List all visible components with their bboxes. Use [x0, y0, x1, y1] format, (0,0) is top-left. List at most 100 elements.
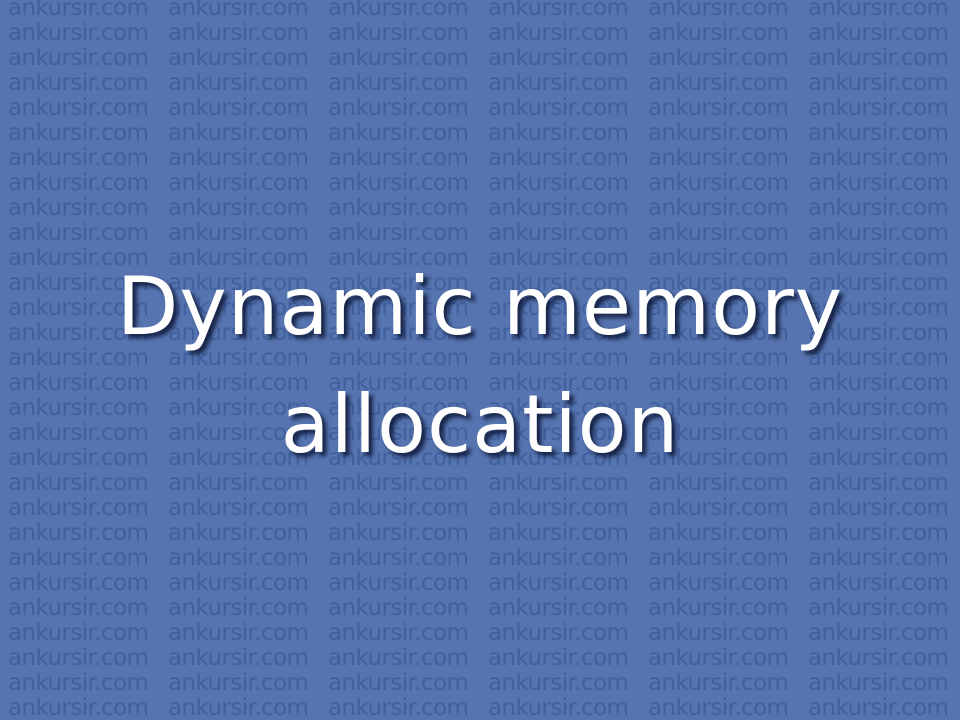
- watermark-text: ankursir.com: [8, 0, 149, 21]
- watermark-text: ankursir.com: [328, 95, 469, 121]
- watermark-text: ankursir.com: [488, 645, 629, 671]
- watermark-text: ankursir.com: [168, 0, 309, 21]
- watermark-text: ankursir.com: [488, 420, 629, 446]
- watermark-text: ankursir.com: [488, 120, 629, 146]
- watermark-text: ankursir.com: [168, 145, 309, 171]
- watermark-text: ankursir.com: [8, 670, 149, 696]
- watermark-text: ankursir.com: [488, 45, 629, 71]
- watermark-text: ankursir.com: [488, 445, 629, 471]
- watermark-text: ankursir.com: [488, 695, 629, 720]
- watermark-text: ankursir.com: [8, 420, 149, 446]
- watermark-text: ankursir.com: [488, 145, 629, 171]
- watermark-text: ankursir.com: [648, 0, 789, 21]
- watermark-text: ankursir.com: [8, 70, 149, 96]
- watermark-text: ankursir.com: [328, 595, 469, 621]
- watermark-text: ankursir.com: [168, 245, 309, 271]
- watermark-text: ankursir.com: [168, 470, 309, 496]
- watermark-text: ankursir.com: [488, 570, 629, 596]
- watermark-text: ankursir.com: [648, 95, 789, 121]
- watermark-text: ankursir.com: [8, 695, 149, 720]
- watermark-text: ankursir.com: [488, 595, 629, 621]
- watermark-text: ankursir.com: [648, 445, 789, 471]
- watermark-text: ankursir.com: [328, 195, 469, 221]
- watermark-text: ankursir.com: [808, 320, 949, 346]
- watermark-text: ankursir.com: [8, 20, 149, 46]
- watermark-text: ankursir.com: [808, 370, 949, 396]
- watermark-text: ankursir.com: [328, 370, 469, 396]
- watermark-text: ankursir.com: [168, 345, 309, 371]
- watermark-text: ankursir.com: [328, 670, 469, 696]
- watermark-text: ankursir.com: [8, 495, 149, 521]
- watermark-text: ankursir.com: [648, 245, 789, 271]
- watermark-text: ankursir.com: [808, 45, 949, 71]
- watermark-text: ankursir.com: [168, 545, 309, 571]
- watermark-text: ankursir.com: [8, 295, 149, 321]
- watermark-text: ankursir.com: [808, 70, 949, 96]
- watermark-text: ankursir.com: [808, 345, 949, 371]
- watermark-text: ankursir.com: [808, 395, 949, 421]
- title-line-2: allocation: [280, 378, 680, 471]
- watermark-text: ankursir.com: [808, 570, 949, 596]
- watermark-text: ankursir.com: [488, 545, 629, 571]
- watermark-text: ankursir.com: [648, 20, 789, 46]
- watermark-text: ankursir.com: [168, 270, 309, 296]
- watermark-text: ankursir.com: [328, 520, 469, 546]
- watermark-text: ankursir.com: [488, 295, 629, 321]
- watermark-text: ankursir.com: [648, 520, 789, 546]
- watermark-text: ankursir.com: [168, 520, 309, 546]
- watermark-text: ankursir.com: [328, 620, 469, 646]
- watermark-text: ankursir.com: [648, 120, 789, 146]
- watermark-text: ankursir.com: [328, 295, 469, 321]
- watermark-text: ankursir.com: [168, 595, 309, 621]
- watermark-text: ankursir.com: [328, 170, 469, 196]
- watermark-text: ankursir.com: [168, 695, 309, 720]
- watermark-text: ankursir.com: [168, 620, 309, 646]
- watermark-text: ankursir.com: [488, 170, 629, 196]
- watermark-text: ankursir.com: [808, 120, 949, 146]
- watermark-text: ankursir.com: [328, 695, 469, 720]
- watermark-text: ankursir.com: [808, 420, 949, 446]
- watermark-text: ankursir.com: [808, 520, 949, 546]
- watermark-text: ankursir.com: [8, 95, 149, 121]
- watermark-text: ankursir.com: [808, 645, 949, 671]
- watermark-text: ankursir.com: [648, 545, 789, 571]
- watermark-text: ankursir.com: [648, 270, 789, 296]
- watermark-text: ankursir.com: [168, 370, 309, 396]
- watermark-text: ankursir.com: [488, 345, 629, 371]
- watermark-text: ankursir.com: [648, 320, 789, 346]
- watermark-text: ankursir.com: [168, 120, 309, 146]
- watermark-text: ankursir.com: [8, 45, 149, 71]
- watermark-text: ankursir.com: [168, 45, 309, 71]
- watermark-text: ankursir.com: [8, 370, 149, 396]
- slide-title: Dynamic memory allocation: [0, 248, 960, 484]
- watermark-text: ankursir.com: [648, 345, 789, 371]
- watermark-text: ankursir.com: [648, 170, 789, 196]
- watermark-text: ankursir.com: [8, 345, 149, 371]
- watermark-text: ankursir.com: [808, 245, 949, 271]
- watermark-text: ankursir.com: [648, 570, 789, 596]
- watermark-text: ankursir.com: [168, 570, 309, 596]
- watermark-text: ankursir.com: [328, 220, 469, 246]
- watermark-text: ankursir.com: [808, 270, 949, 296]
- watermark-text: ankursir.com: [8, 195, 149, 221]
- watermark-text: ankursir.com: [8, 245, 149, 271]
- watermark-text: ankursir.com: [328, 545, 469, 571]
- watermark-text: ankursir.com: [648, 195, 789, 221]
- watermark-text: ankursir.com: [808, 695, 949, 720]
- watermark-text: ankursir.com: [488, 620, 629, 646]
- watermark-text: ankursir.com: [168, 445, 309, 471]
- watermark-text: ankursir.com: [8, 395, 149, 421]
- watermark-text: ankursir.com: [488, 520, 629, 546]
- watermark-text: ankursir.com: [168, 95, 309, 121]
- watermark-text: ankursir.com: [328, 320, 469, 346]
- watermark-text: ankursir.com: [8, 520, 149, 546]
- watermark-text: ankursir.com: [168, 220, 309, 246]
- watermark-text: ankursir.com: [488, 220, 629, 246]
- watermark-text: ankursir.com: [808, 95, 949, 121]
- watermark-text: ankursir.com: [8, 445, 149, 471]
- watermark-text: ankursir.com: [648, 45, 789, 71]
- watermark-text: ankursir.com: [8, 270, 149, 296]
- watermark-text: ankursir.com: [808, 445, 949, 471]
- watermark-text: ankursir.com: [488, 245, 629, 271]
- watermark-text: ankursir.com: [488, 370, 629, 396]
